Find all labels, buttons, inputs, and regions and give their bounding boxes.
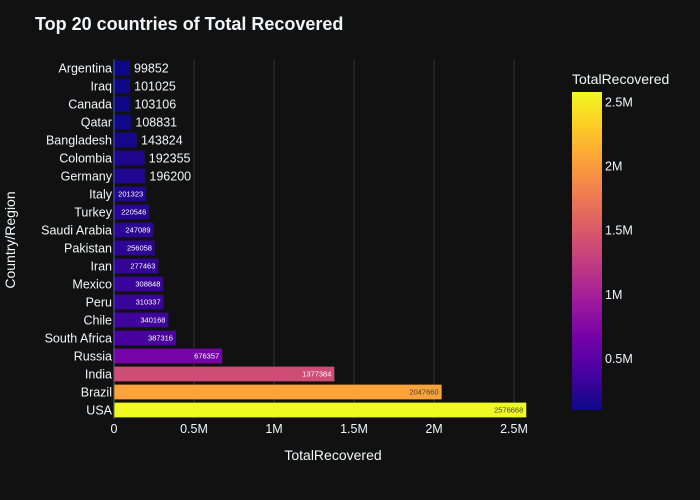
category-label: Iraq xyxy=(90,80,112,94)
colorbar-tick-label: 1M xyxy=(605,288,622,302)
bar xyxy=(114,384,442,400)
bar xyxy=(114,312,169,328)
x-tick-label: 0.5M xyxy=(180,422,208,436)
category-label: Colombia xyxy=(59,152,112,166)
x-axis-title: TotalRecovered xyxy=(284,447,381,463)
plot-area: Argentina 99852 Iraq 101025 Canada 103106 Qata… xyxy=(41,59,528,436)
category-label: Peru xyxy=(86,296,112,310)
bar xyxy=(114,240,155,256)
bar-value-label: 192355 xyxy=(149,152,191,166)
colorbar-gradient xyxy=(572,92,602,410)
x-tick-label: 1.5M xyxy=(340,422,368,436)
category-label: Italy xyxy=(89,188,113,202)
x-tick-label: 2.5M xyxy=(500,422,528,436)
colorbar: TotalRecovered 0.5M 1M 1.5M 2M 2.5M xyxy=(572,71,669,410)
bar xyxy=(114,168,146,184)
bar xyxy=(114,294,164,310)
bar xyxy=(114,114,132,130)
bar xyxy=(114,96,131,112)
y-axis-title: Country/Region xyxy=(2,191,18,288)
bar xyxy=(114,330,176,346)
category-label: South Africa xyxy=(45,332,112,346)
bar xyxy=(114,348,223,364)
bar-value-label: 2047660 xyxy=(409,388,438,397)
category-label: Argentina xyxy=(58,62,112,76)
bar-value-label: 108831 xyxy=(135,116,177,130)
bar-value-label: 256058 xyxy=(127,244,152,253)
bar xyxy=(114,78,131,94)
category-label: Mexico xyxy=(72,278,112,292)
bar-value-label: 277463 xyxy=(130,262,155,271)
category-label: India xyxy=(85,368,112,382)
category-label: Saudi Arabia xyxy=(41,224,112,238)
bar xyxy=(114,258,159,274)
colorbar-tick-label: 2.5M xyxy=(605,95,633,109)
bar xyxy=(114,366,335,382)
bar-value-label: 387316 xyxy=(148,334,173,343)
x-tick-label: 0 xyxy=(111,422,118,436)
bar-value-label: 247089 xyxy=(126,226,151,235)
bar xyxy=(114,186,147,202)
bar xyxy=(114,132,138,148)
bar-value-label: 310337 xyxy=(136,298,161,307)
colorbar-tick-label: 1.5M xyxy=(605,224,633,238)
colorbar-tick-label: 0.5M xyxy=(605,352,633,366)
bar xyxy=(114,222,154,238)
bar xyxy=(114,150,145,166)
bar-value-label: 103106 xyxy=(134,98,176,112)
x-tick-label: 2M xyxy=(425,422,442,436)
category-label: USA xyxy=(86,404,112,418)
bar-value-label: 220546 xyxy=(121,208,146,217)
category-label: Turkey xyxy=(74,206,112,220)
colorbar-title: TotalRecovered xyxy=(572,71,669,87)
bar-value-label: 101025 xyxy=(134,80,176,94)
category-label: Qatar xyxy=(81,116,112,130)
category-label: Pakistan xyxy=(64,242,112,256)
bar xyxy=(114,204,150,220)
bar xyxy=(114,60,130,76)
bar-value-label: 196200 xyxy=(149,170,191,184)
bar-value-label: 340168 xyxy=(140,316,165,325)
bar xyxy=(114,276,164,292)
colorbar-tick-label: 2M xyxy=(605,160,622,174)
bar-value-label: 201323 xyxy=(118,190,143,199)
bar-value-label: 676357 xyxy=(194,352,219,361)
chart-title: Top 20 countries of Total Recovered xyxy=(35,14,343,34)
bar-value-label: 2576668 xyxy=(494,406,523,415)
category-label: Brazil xyxy=(81,386,112,400)
category-label: Germany xyxy=(61,170,113,184)
category-label: Iran xyxy=(90,260,112,274)
bar-value-label: 99852 xyxy=(134,62,169,76)
category-label: Russia xyxy=(74,350,112,364)
bar-value-label: 1377384 xyxy=(302,370,331,379)
bar-value-label: 143824 xyxy=(141,134,183,148)
category-label: Bangladesh xyxy=(46,134,112,148)
x-tick-label: 1M xyxy=(265,422,282,436)
category-label: Canada xyxy=(68,98,112,112)
category-label: Chile xyxy=(84,314,113,328)
bar-value-label: 308848 xyxy=(135,280,160,289)
bar xyxy=(114,402,527,418)
